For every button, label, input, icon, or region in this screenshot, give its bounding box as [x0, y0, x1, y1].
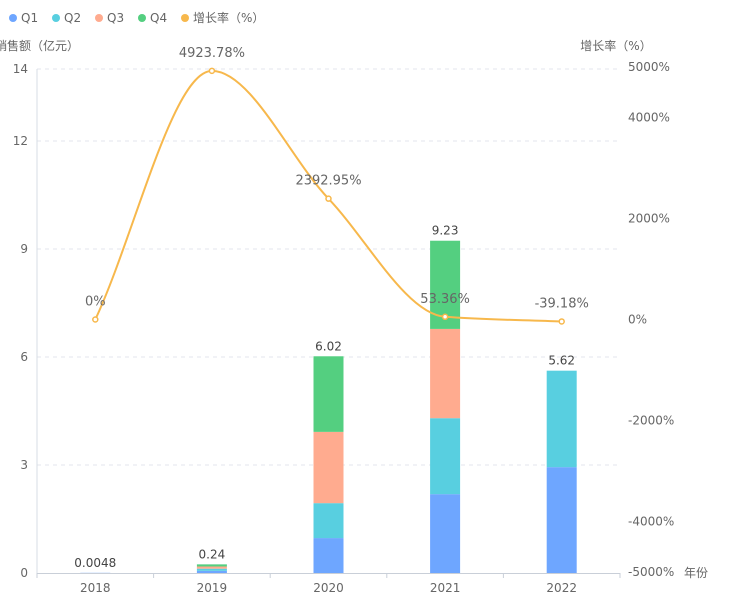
growth-point-2021	[441, 313, 449, 321]
y-right-tick-label: 4000%	[628, 111, 670, 125]
bar-Q4-2019	[196, 564, 227, 567]
axes: 0 3 6 9 12 14 -5000% -4000% -2000% 0% 2000% 4000% 50…	[13, 60, 675, 595]
legend-label-Q1: Q1	[21, 11, 38, 25]
y-right-tick-label: 0%	[628, 313, 647, 327]
legend-marker-Q4	[138, 14, 146, 22]
bar-total-label: 0.24	[199, 547, 226, 561]
legend-marker-growth	[181, 14, 189, 22]
y-right-tick-label: -5000%	[628, 565, 674, 579]
y-right-tick-label: 2000%	[628, 212, 670, 226]
bar-total-label: 9.23	[432, 224, 459, 238]
bar-total-label: 0.0048	[74, 556, 116, 570]
growth-label: -39.18%	[535, 296, 589, 311]
legend-marker-Q1	[9, 14, 17, 22]
y-right-tick-label: 5000%	[628, 60, 670, 74]
y-tick-label: 14	[13, 62, 28, 76]
growth-point-2020	[325, 195, 332, 202]
growth-label: 2392.95%	[295, 174, 361, 189]
growth-point-2019	[208, 67, 216, 75]
y-axis-right-title: 增长率（%）	[580, 38, 651, 53]
y-right-tick-label: -4000%	[628, 515, 674, 529]
bar-Q2-2020	[313, 503, 344, 539]
bar-total-label: 6.02	[315, 339, 342, 353]
bar-Q3-2021	[430, 328, 461, 419]
legend-label-Q3: Q3	[107, 11, 124, 25]
y-tick-label: 12	[13, 134, 28, 148]
legend-marker-Q3	[95, 14, 103, 22]
x-axis-title: 年份	[684, 566, 708, 580]
bar-Q2-2019	[196, 568, 227, 571]
bar-Q4-2020	[313, 356, 344, 432]
growth-label: 53.36%	[420, 292, 470, 307]
x-tick-label: 2022	[546, 581, 577, 595]
legend: Q1 Q2 Q3 Q4 增长率（%）	[9, 10, 264, 25]
y-right-tick-label: -2000%	[628, 414, 674, 428]
bar-total-label: 5.62	[548, 354, 575, 368]
bar-Q1-2019	[196, 570, 227, 573]
bar-Q3-2020	[313, 431, 344, 504]
growth-point-2022	[558, 318, 565, 325]
legend-label-growth: 增长率（%）	[193, 10, 264, 25]
growth-label: 4923.78%	[179, 46, 245, 61]
bars	[80, 240, 577, 574]
growth-line-path	[94, 69, 562, 323]
bar-Q2-2021	[430, 418, 461, 495]
bar-Q1-2020	[313, 538, 344, 573]
bar-Q3-2019	[196, 566, 227, 569]
growth-point-2018	[92, 316, 99, 323]
legend-label-Q4: Q4	[150, 11, 167, 25]
y-axis-left-title: 销售额（亿元）	[0, 38, 79, 53]
bar-Q1-2022	[546, 467, 577, 573]
legend-marker-Q2	[52, 14, 60, 22]
bar-Q1-2021	[430, 494, 461, 573]
x-tick-label: 2021	[430, 581, 461, 595]
y-tick-label: 6	[20, 350, 28, 364]
x-tick-label: 2020	[313, 581, 344, 595]
y-tick-label: 3	[20, 458, 28, 472]
data-labels: 0.0048 0.24 6.02 9.23 5.62	[74, 224, 575, 570]
growth-label: 0%	[85, 295, 106, 310]
x-tick-label: 2019	[197, 581, 228, 595]
y-tick-label: 0	[20, 566, 28, 580]
y-tick-label: 9	[20, 242, 28, 256]
growth-line: 0% 4923.78% 2392.95% 53.36% -39.18%	[85, 46, 589, 325]
x-tick-label: 2018	[80, 581, 111, 595]
legend-label-Q2: Q2	[64, 11, 81, 25]
bar-Q2-2022	[546, 370, 577, 468]
